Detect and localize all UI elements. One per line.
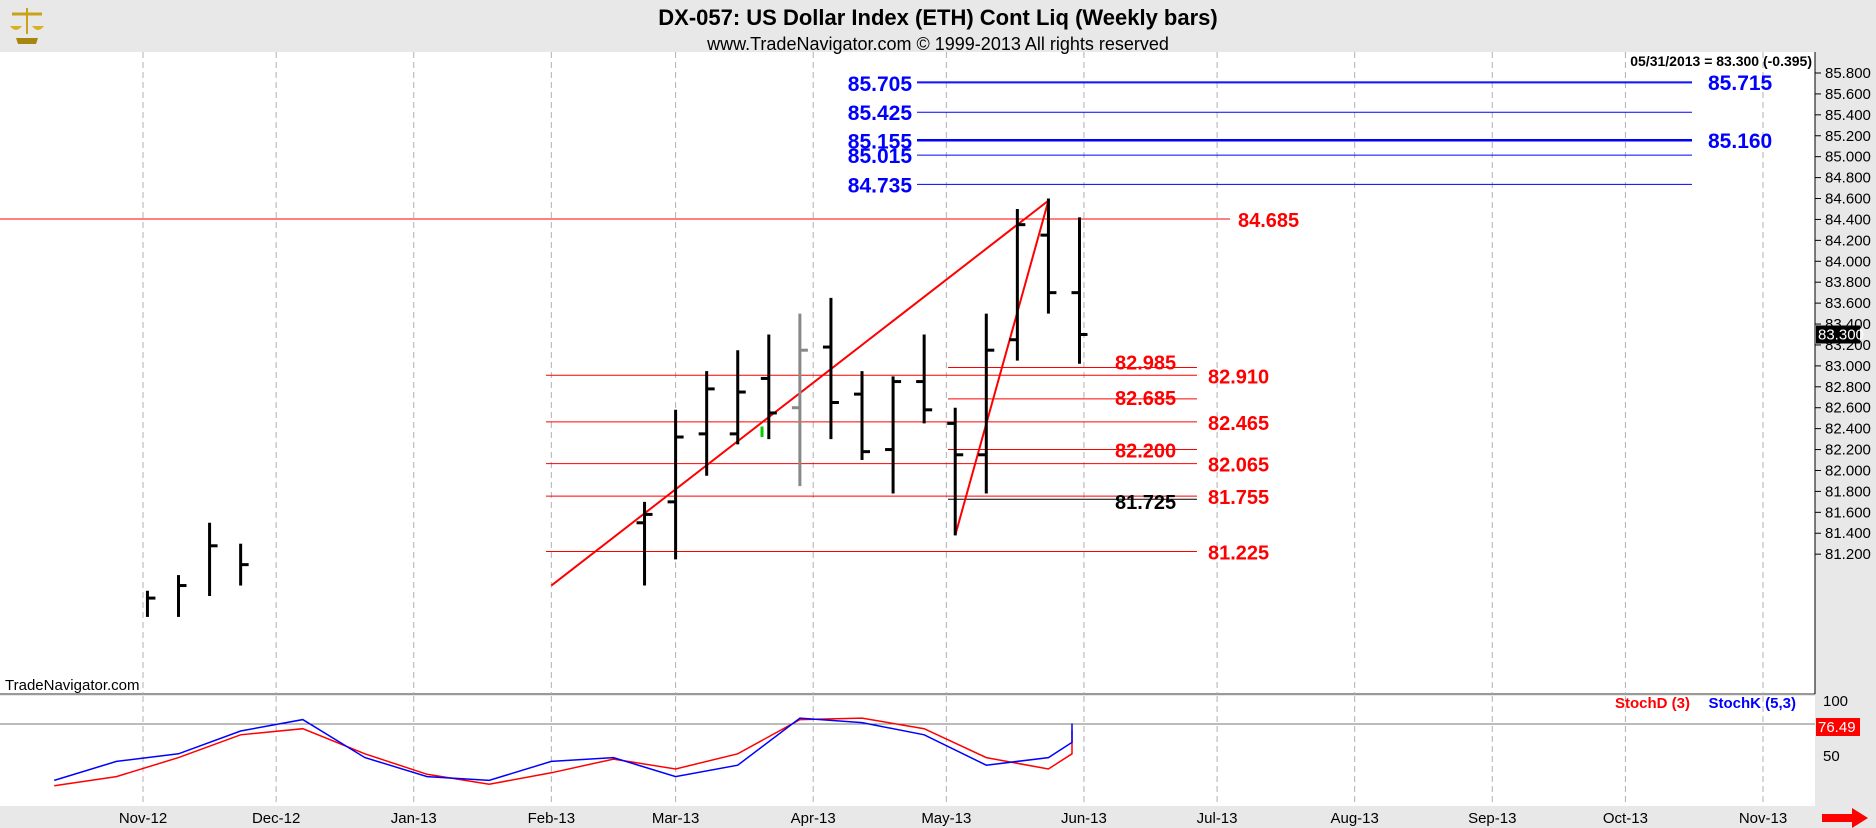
scales-icon	[10, 8, 44, 44]
x-tick-label: Feb-13	[528, 810, 576, 827]
last-quote: 05/31/2013 = 83.300 (-0.395)	[1630, 53, 1812, 69]
chart-title: DX-057: US Dollar Index (ETH) Cont Liq (…	[658, 5, 1217, 30]
red-level-label: 82.065	[1208, 455, 1269, 477]
x-tick-label: Jun-13	[1061, 810, 1107, 827]
y-tick-label: 81.800	[1825, 483, 1871, 500]
stoch-y-label: 50	[1823, 748, 1840, 765]
y-tick-label: 84.600	[1825, 191, 1871, 208]
stoch-last-label: 76.49	[1818, 719, 1856, 736]
y-tick-label: 85.000	[1825, 149, 1871, 166]
y-tick-label: 84.200	[1825, 232, 1871, 249]
y-tick-label: 82.400	[1825, 421, 1871, 438]
y-tick-label: 84.000	[1825, 253, 1871, 270]
black-level-label: 81.725	[1115, 492, 1176, 514]
y-tick-label: 81.400	[1825, 525, 1871, 542]
blue-level-label: 84.735	[848, 174, 913, 197]
date-axis: Nov-12 Dec-12 Jan-13 Feb-13 Mar-13 Apr-13 May-…	[119, 810, 1787, 827]
red-level-label: 82.465	[1208, 413, 1269, 435]
y-tick-label: 84.800	[1825, 170, 1871, 187]
red-level-label: 82.910	[1208, 366, 1269, 388]
grid	[142, 52, 1764, 806]
ohlc-bars	[145, 198, 1088, 617]
x-tick-label: May-13	[921, 810, 971, 827]
price-plot-area	[0, 52, 1815, 694]
x-tick-label: Nov-13	[1739, 810, 1787, 827]
y-tick-label: 81.600	[1825, 504, 1871, 521]
x-tick-label: Apr-13	[791, 810, 836, 827]
right-arrow-icon[interactable]	[1822, 808, 1868, 828]
y-tick-label: 83.800	[1825, 274, 1871, 291]
stoch-series-line	[54, 717, 1073, 787]
red-level-label: 82.200	[1115, 441, 1176, 463]
blue-level-label: 85.015	[848, 145, 913, 168]
y-tick-label: 82.800	[1825, 379, 1871, 396]
chart-subtitle: www.TradeNavigator.com © 1999-2013 All r…	[706, 34, 1169, 54]
last-price-label: 83.300	[1818, 327, 1864, 344]
x-tick-label: Aug-13	[1330, 810, 1378, 827]
blue-level-label: 85.705	[848, 73, 913, 96]
x-tick-label: Dec-12	[252, 810, 300, 827]
y-tick-label: 84.400	[1825, 211, 1871, 228]
x-tick-label: Mar-13	[652, 810, 700, 827]
red-level-label: 81.225	[1208, 543, 1269, 565]
y-tick-label: 82.200	[1825, 442, 1871, 459]
red-level-label: 82.685	[1115, 388, 1176, 410]
y-tick-label: 83.600	[1825, 295, 1871, 312]
x-tick-label: Jan-13	[391, 810, 437, 827]
blue-level-label: 85.425	[848, 102, 913, 125]
y-tick-label: 85.400	[1825, 107, 1871, 124]
legend-stochd: StochD (3)	[1615, 695, 1690, 712]
blue-level-label: 85.155	[848, 130, 913, 153]
y-tick-label: 81.200	[1825, 546, 1871, 563]
x-tick-label: Sep-13	[1468, 810, 1516, 827]
price-axis: 85.800 85.600 85.400 85.200 85.000 84.800 84.6…	[1814, 52, 1871, 694]
last-price-box	[1816, 325, 1860, 344]
red-level-label: 84.685	[1238, 210, 1299, 232]
stochastic-pane: 100 50 76.49	[0, 693, 1860, 787]
red-level-label: 81.755	[1208, 487, 1269, 509]
legend-stochk: StochK (5,3)	[1708, 695, 1796, 712]
stochastic-plot-area	[0, 696, 1815, 806]
stoch-y-label: 100	[1823, 693, 1848, 710]
x-tick-label: Jul-13	[1197, 810, 1238, 827]
blue-level-label: 85.715	[1708, 72, 1773, 95]
stoch-last-box	[1816, 718, 1860, 736]
trendline	[954, 200, 1050, 536]
watermark: TradeNavigator.com	[5, 677, 140, 694]
x-tick-label: Nov-12	[119, 810, 167, 827]
y-tick-label: 82.600	[1825, 400, 1871, 417]
y-tick-label: 83.000	[1825, 358, 1871, 375]
x-tick-label: Oct-13	[1603, 810, 1648, 827]
y-tick-label: 85.200	[1825, 128, 1871, 145]
blue-level-label: 85.160	[1708, 130, 1772, 153]
price-levels: 85.705 85.715 85.425 85.155 85.160 85.015 84.7…	[0, 72, 1773, 565]
red-level-label: 82.985	[1115, 352, 1176, 374]
y-tick-label: 85.800	[1825, 65, 1871, 82]
stoch-series-line	[53, 717, 1073, 782]
y-tick-label: 82.000	[1825, 462, 1871, 479]
y-tick-label: 85.600	[1825, 86, 1871, 103]
